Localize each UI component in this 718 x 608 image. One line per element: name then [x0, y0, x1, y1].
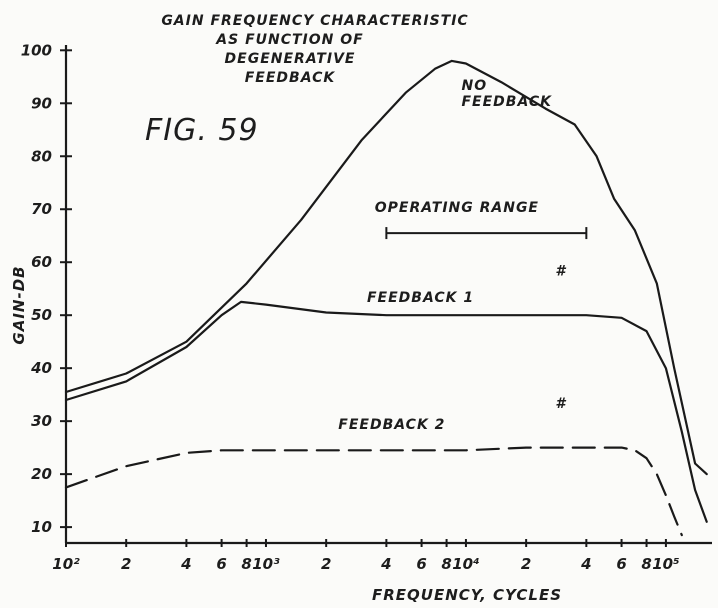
x-tick-label: 8: [641, 555, 651, 573]
series-line-2: [64, 300, 708, 523]
x-tick-label: 2: [521, 555, 531, 573]
y-tick-label: 50: [31, 306, 52, 324]
y-tick-label: 30: [31, 412, 52, 430]
x-tick-label: 4: [580, 555, 591, 573]
x-tick-label: 2: [321, 555, 331, 573]
series-group: [64, 59, 708, 537]
y-tick-label: 70: [31, 200, 52, 218]
x-tick-label: 8: [241, 555, 251, 573]
y-tick-label: 40: [30, 359, 52, 377]
x-tick-label: 2: [121, 555, 131, 573]
chart-title-line-4: FEEDBACK: [245, 70, 336, 86]
x-tick-label: 10²: [52, 555, 80, 573]
x-tick-label: 4: [380, 555, 391, 573]
x-tick-label: 6: [216, 555, 226, 573]
x-tick-label: 10⁴: [452, 555, 479, 573]
x-tick-label: 10³: [252, 555, 280, 573]
annotation-label: #: [555, 263, 566, 279]
y-tick-label: 100: [21, 41, 52, 59]
x-tick-label: 4: [180, 555, 191, 573]
annotation-label: #: [555, 396, 566, 412]
figure-label: FIG. 59: [145, 113, 259, 148]
y-tick-label: 20: [31, 465, 52, 483]
x-tick-label: 10⁵: [652, 555, 679, 573]
series-line-3: [64, 446, 683, 537]
y-tick-label: 60: [31, 253, 52, 271]
annotation-label: FEEDBACK 2: [338, 417, 445, 433]
chart-title-line-3: DEGENERATIVE: [225, 51, 356, 67]
x-tick-group: 10² 2 4 6 8 10³ 2 4 6 8 10⁴ 2 4 6 8 10⁵: [52, 539, 680, 573]
y-tick-label: 10: [31, 518, 52, 536]
annotation-label: FEEDBACK: [461, 94, 552, 110]
annotation-label: NO: [461, 78, 487, 94]
annotation-label: FEEDBACK 1: [367, 290, 474, 306]
x-tick-label: 6: [616, 555, 626, 573]
chart-title-line-1: GAIN FREQUENCY CHARACTERISTIC: [161, 13, 468, 29]
chart-title-line-2: AS FUNCTION OF: [215, 32, 363, 48]
y-tick-group: 10 20 30 40 50 60 70 80 90 100: [21, 41, 72, 536]
y-axis-label: GAIN-DB: [10, 265, 28, 344]
x-axis-label: FREQUENCY, CYCLES: [372, 586, 562, 604]
y-tick-label: 80: [31, 147, 52, 165]
series-line-1: [64, 59, 708, 476]
x-tick-label: 8: [441, 555, 451, 573]
annotation-label: OPERATING RANGE: [375, 200, 539, 216]
y-tick-label: 90: [31, 94, 52, 112]
x-tick-label: 6: [416, 555, 426, 573]
